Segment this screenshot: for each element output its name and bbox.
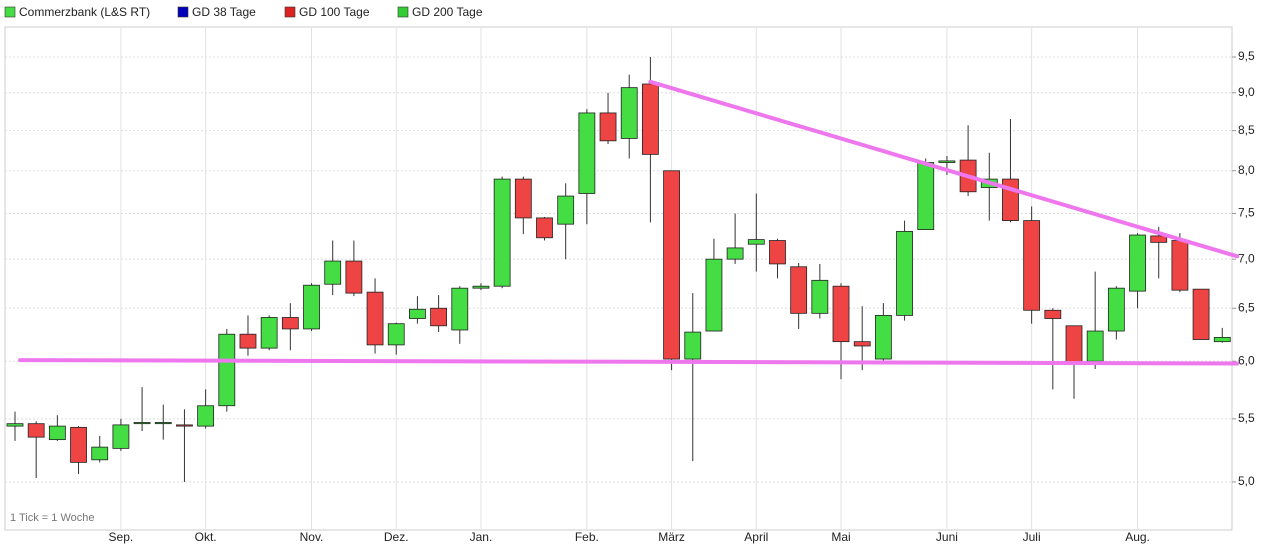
y-tick-label: 7,0: [1238, 251, 1255, 265]
candle-body: [1044, 309, 1062, 319]
candle-body: [451, 287, 469, 331]
candle-body: [1171, 240, 1189, 291]
candle-body: [345, 260, 363, 294]
x-tick-label: Mai: [831, 530, 850, 544]
candle-body: [176, 424, 193, 427]
candle-body: [1150, 235, 1168, 243]
candle-body: [112, 424, 130, 449]
candle-body: [324, 260, 342, 285]
candle-body: [1023, 220, 1041, 311]
candle-body: [303, 284, 320, 330]
candle-body: [281, 317, 299, 330]
candle-body: [91, 446, 109, 461]
candle-body: [27, 423, 45, 438]
y-tick-label: 6,0: [1238, 353, 1255, 367]
x-tick-label: Aug.: [1125, 530, 1150, 544]
candle-body: [790, 266, 808, 314]
candle-body: [260, 317, 278, 349]
candle-body: [1107, 287, 1125, 332]
candle-body: [218, 333, 236, 407]
x-tick-label: Nov.: [300, 530, 324, 544]
x-tick-label: Juli: [1023, 530, 1041, 544]
candle-body: [620, 87, 638, 139]
candle-body: [832, 285, 850, 343]
candle-body: [684, 331, 702, 360]
x-tick-label: März: [658, 530, 685, 544]
legend-label: GD 100 Tage: [299, 5, 370, 19]
plot-area: [4, 26, 1233, 531]
candle-body: [1065, 325, 1083, 365]
candle-body: [747, 239, 765, 245]
y-tick-label: 7,5: [1238, 206, 1255, 220]
candle-body: [578, 112, 596, 194]
candle-body: [366, 291, 384, 346]
legend-label: GD 200 Tage: [412, 5, 483, 19]
candle-body: [811, 279, 829, 314]
candle-body: [70, 426, 87, 463]
candle-body: [663, 170, 680, 360]
legend-swatch: [284, 6, 296, 18]
candle-body: [1129, 234, 1146, 292]
candle-body: [387, 323, 405, 346]
candle-body: [430, 307, 448, 327]
candle-body: [917, 162, 935, 230]
x-tick-label: Sep.: [109, 530, 134, 544]
legend-swatch: [177, 6, 189, 18]
x-tick-label: Feb.: [575, 530, 599, 544]
candle-body: [1213, 336, 1231, 343]
candle-body: [874, 315, 892, 360]
candle-body: [705, 258, 723, 332]
candle-body: [154, 422, 172, 425]
candle-body: [1192, 288, 1210, 340]
y-tick-label: 5,0: [1238, 474, 1255, 488]
candle-body: [536, 217, 553, 239]
candle-body: [853, 341, 871, 347]
candle-body: [896, 230, 913, 316]
candle-body: [938, 160, 956, 163]
candle-body: [197, 405, 215, 427]
candle-body: [6, 423, 24, 427]
legend-swatch: [397, 6, 409, 18]
x-tick-label: Dez.: [384, 530, 409, 544]
x-tick-label: Okt.: [195, 530, 217, 544]
candle-body: [1086, 330, 1104, 362]
candle-body: [769, 240, 786, 265]
candle-body: [642, 83, 659, 155]
y-tick-label: 9,0: [1238, 85, 1255, 99]
candle-body: [514, 178, 532, 219]
y-tick-label: 8,5: [1238, 123, 1255, 137]
candle-body: [557, 195, 575, 225]
y-tick-label: 8,0: [1238, 163, 1255, 177]
y-tick-label: 9,5: [1238, 49, 1255, 63]
x-tick-label: Juni: [936, 530, 958, 544]
legend-swatch: [4, 6, 16, 18]
x-tick-label: April: [744, 530, 768, 544]
candle-body: [409, 308, 426, 319]
candle-body: [48, 425, 66, 441]
candle-body: [726, 247, 744, 260]
footnote: 1 Tick = 1 Woche: [10, 512, 94, 524]
candle-body: [599, 112, 617, 142]
candle-body: [472, 285, 490, 289]
legend-label: Commerzbank (L&S RT): [19, 5, 150, 19]
legend-label: GD 38 Tage: [192, 5, 256, 19]
candle-body: [133, 422, 151, 425]
y-tick-label: 6,5: [1238, 300, 1255, 314]
trend-line: [18, 358, 1240, 366]
trend-line: [648, 79, 1240, 259]
candle-body: [493, 178, 511, 287]
candle-body: [239, 333, 257, 349]
y-tick-label: 5,5: [1238, 411, 1255, 425]
x-tick-label: Jan.: [470, 530, 493, 544]
